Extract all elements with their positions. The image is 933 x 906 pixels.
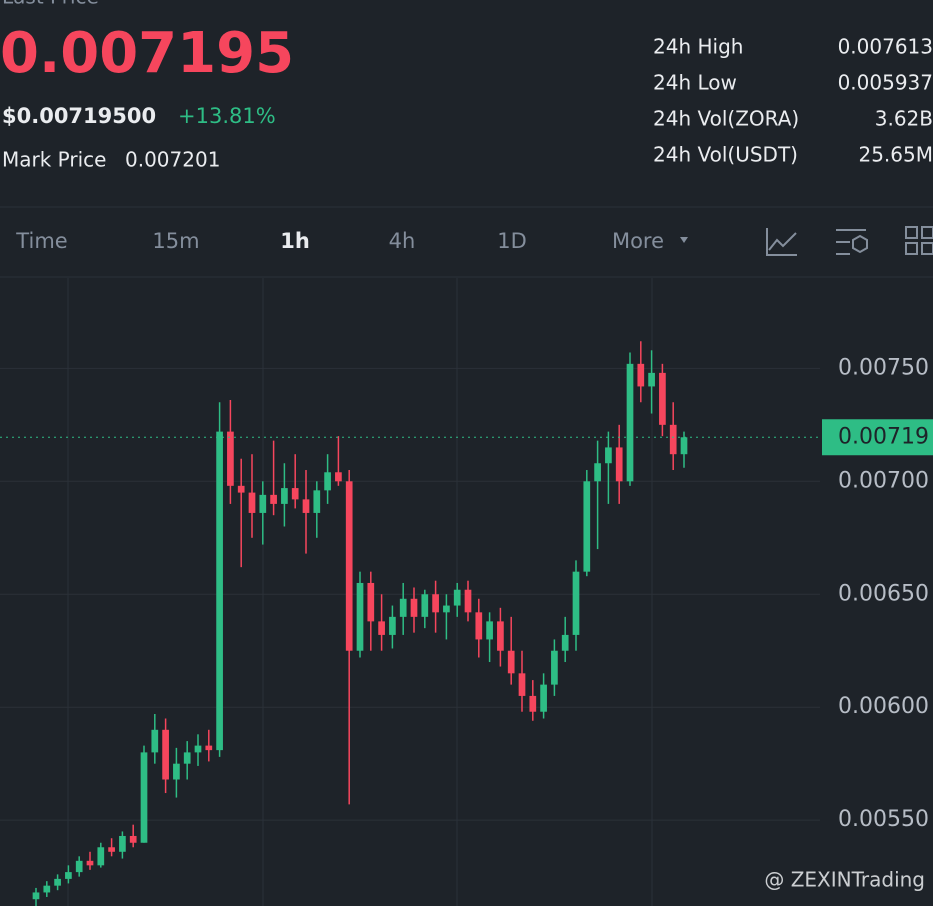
candle-body: [108, 847, 115, 852]
candle-body: [248, 492, 256, 513]
tab[interactable]: 1h: [280, 229, 310, 253]
candle-body: [205, 745, 213, 751]
candle-body: [345, 481, 353, 651]
candle-body: [561, 634, 569, 651]
candle-body: [497, 621, 504, 651]
candle-body: [119, 835, 126, 852]
candle-body: [335, 472, 342, 482]
candle-body: [669, 424, 677, 455]
candle-body: [529, 695, 537, 712]
stat-label: 24h High: [653, 35, 743, 59]
candle-body: [75, 860, 83, 873]
last-price: 0.007195: [0, 21, 294, 86]
candle-body: [432, 594, 439, 613]
mark-price: 0.007201: [125, 148, 220, 172]
tab[interactable]: 15m: [152, 229, 199, 253]
stat-label: 24h Low: [653, 71, 737, 95]
y-tick-label: 0.00650: [838, 581, 929, 606]
candle-body: [194, 745, 202, 753]
usd-price: $0.00719500: [2, 104, 156, 128]
candle-body: [313, 490, 321, 513]
toolbar-icons: [766, 226, 933, 256]
candle-body: [572, 571, 580, 635]
watermark: @ ZEXINTrading: [764, 868, 925, 892]
candle-body: [507, 650, 515, 674]
candle-body: [259, 494, 267, 513]
candle-body: [464, 589, 472, 613]
candle-body: [486, 621, 493, 640]
candle-body: [659, 372, 666, 425]
y-tick-label: 0.00600: [838, 694, 929, 719]
candle-body: [162, 729, 169, 780]
stat-value: 0.005937: [838, 71, 933, 95]
candle-body: [421, 594, 429, 617]
candle-body: [605, 447, 612, 464]
candle-body: [302, 499, 310, 513]
y-tick-label: 0.00700: [838, 468, 929, 493]
candle-body: [281, 488, 288, 504]
tab[interactable]: 4h: [389, 229, 416, 253]
change: +13.81%: [178, 104, 276, 128]
tab[interactable]: 1D: [497, 229, 527, 253]
candle-body: [270, 494, 277, 504]
stat-value: 3.62B: [875, 107, 933, 131]
candle-body: [216, 431, 223, 751]
candle-body: [324, 472, 331, 491]
candle-body: [378, 621, 385, 635]
candle-body: [410, 598, 418, 617]
candle-body: [443, 605, 450, 613]
candle-body: [626, 363, 634, 482]
candle-body: [453, 589, 461, 606]
candle-body: [97, 847, 105, 866]
more-caret: [680, 237, 688, 243]
candle-body: [389, 616, 396, 635]
candle-body: [151, 729, 159, 753]
stat-label: 24h Vol(USDT): [653, 143, 798, 167]
stat-value: 25.65M: [858, 143, 933, 167]
candle-body: [356, 582, 364, 651]
last-price-label: Last Price: [2, 0, 99, 9]
candle-body: [551, 650, 558, 685]
candle-body: [54, 878, 61, 886]
candle-body: [129, 835, 137, 843]
candle-body: [518, 673, 526, 696]
last-price-tag-label: 0.00719: [838, 424, 929, 449]
candle-body: [227, 431, 234, 486]
candle-body: [32, 892, 40, 900]
candle-body: [367, 582, 375, 622]
y-tick-label: 0.00550: [838, 807, 929, 832]
candle-body: [648, 372, 655, 387]
candle-body: [183, 752, 191, 764]
y-tick-label: 0.00750: [838, 355, 929, 380]
candle-body: [594, 463, 601, 482]
candle-body: [680, 437, 688, 455]
tab[interactable]: Time: [15, 229, 67, 253]
last-price-tag: [822, 419, 933, 456]
stat-value: 0.007613: [838, 35, 933, 59]
candle-body: [475, 612, 483, 640]
candle-body: [291, 488, 299, 500]
candle-body: [173, 763, 180, 780]
candle-body: [637, 363, 645, 387]
candle-body: [140, 752, 148, 843]
candle-body: [65, 872, 72, 879]
candle-body: [237, 485, 245, 493]
candle-body: [399, 598, 407, 617]
candle-body: [540, 684, 547, 712]
candle-body: [86, 860, 94, 866]
candle-body: [615, 447, 623, 482]
stat-label: 24h Vol(ZORA): [653, 107, 799, 131]
candle-body: [43, 885, 51, 893]
candle-body: [583, 481, 591, 572]
tab[interactable]: More: [612, 229, 664, 253]
mark-label: Mark Price: [2, 148, 106, 172]
